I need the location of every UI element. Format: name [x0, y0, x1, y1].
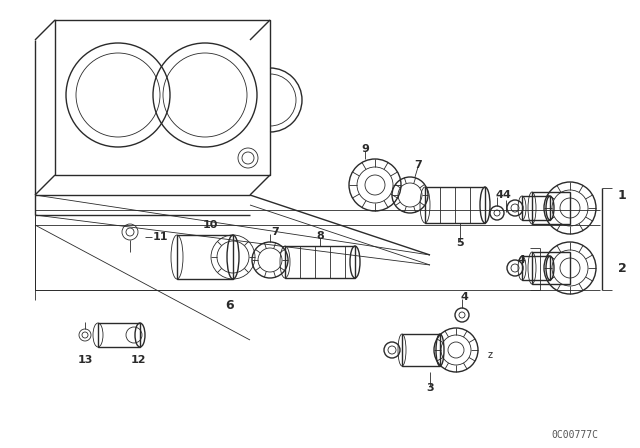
- Text: 7: 7: [414, 160, 422, 170]
- Bar: [285, 246, 355, 278]
- Text: 9: 9: [361, 144, 369, 154]
- Bar: [402, 334, 440, 366]
- Bar: [522, 256, 550, 280]
- Text: 4: 4: [495, 190, 503, 200]
- Bar: [425, 187, 485, 223]
- Text: 6: 6: [226, 298, 234, 311]
- Text: 3: 3: [426, 383, 434, 393]
- Text: 2: 2: [618, 262, 627, 275]
- Text: 5: 5: [456, 238, 464, 248]
- Bar: [532, 252, 570, 284]
- Text: 10: 10: [202, 220, 218, 230]
- Bar: [177, 235, 233, 279]
- Text: 8: 8: [316, 231, 324, 241]
- Bar: [532, 192, 570, 224]
- Text: 4: 4: [460, 292, 468, 302]
- Bar: [522, 196, 550, 220]
- Text: 1: 1: [618, 189, 627, 202]
- Text: 13: 13: [77, 355, 93, 365]
- Text: 4: 4: [517, 255, 525, 265]
- Text: 12: 12: [131, 355, 146, 365]
- Bar: [98, 323, 140, 347]
- Text: z: z: [488, 350, 493, 360]
- Text: 0C00777C: 0C00777C: [551, 430, 598, 440]
- Text: 7: 7: [271, 227, 279, 237]
- Text: 11: 11: [152, 232, 168, 242]
- Text: 4: 4: [502, 190, 510, 200]
